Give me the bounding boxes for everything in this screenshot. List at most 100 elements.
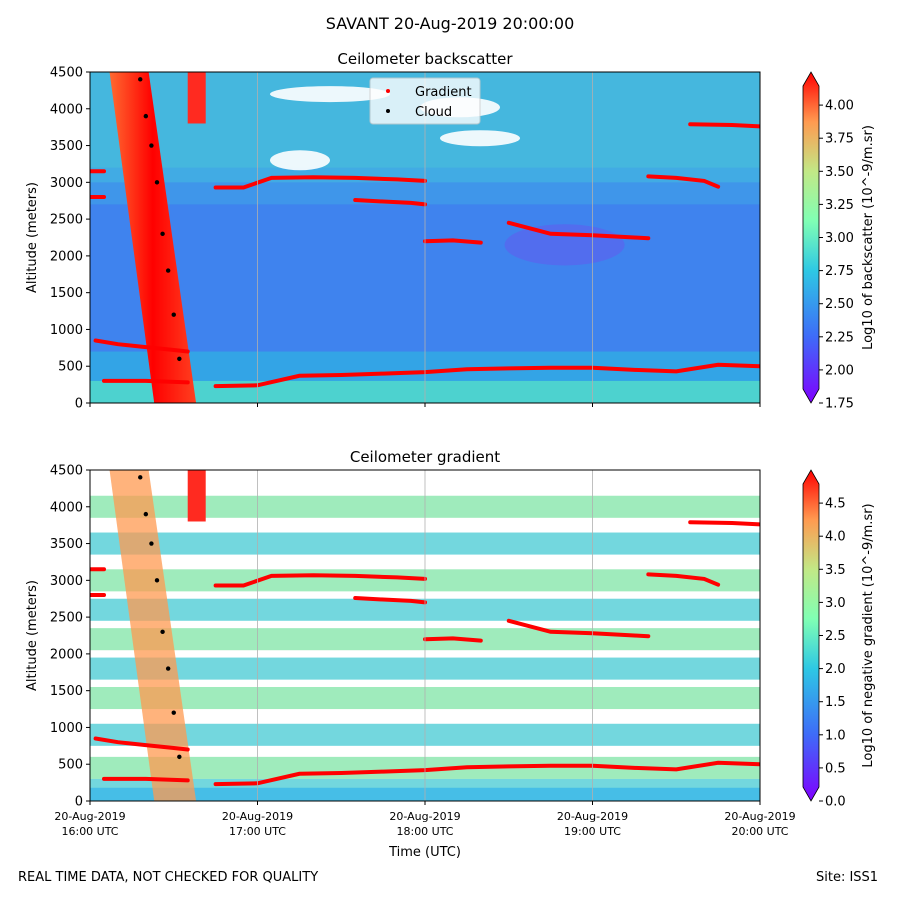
legend-label: Gradient xyxy=(415,85,472,100)
cloud-plume xyxy=(109,470,197,801)
gradient-series-10 xyxy=(688,520,760,527)
cloud-point xyxy=(171,312,176,317)
y-tick-label: 500 xyxy=(58,758,83,773)
gradient-series-7 xyxy=(423,636,483,643)
colorbar-tick-label: 3.25 xyxy=(825,198,854,213)
colorbar-tick-label: 4.0 xyxy=(825,530,846,545)
y-tick-label: 3000 xyxy=(50,574,83,589)
colorbar-tick-label: 2.25 xyxy=(825,330,854,345)
y-axis-label: Altitude (meters) xyxy=(25,182,40,293)
colorbar-tick-label: 4.00 xyxy=(825,99,854,114)
y-tick-label: 500 xyxy=(58,360,83,375)
colorbar-tick-label: 3.5 xyxy=(825,563,846,578)
x-axis-label: Time (UTC) xyxy=(388,845,461,860)
colorbar-tick-label: 3.0 xyxy=(825,596,846,611)
y-tick-label: 4500 xyxy=(50,464,83,479)
upper-plume xyxy=(187,72,206,124)
cloud-point xyxy=(149,143,154,148)
cloud-point xyxy=(165,268,171,273)
missing-data-gap xyxy=(440,130,520,147)
cloud-point xyxy=(143,113,149,119)
colorbar-tick-label: 2.75 xyxy=(825,264,854,279)
x-tick-label-date: 20-Aug-2019 xyxy=(557,810,628,823)
colorbar-tick-label: 1.5 xyxy=(825,695,846,710)
y-axis-label: Altitude (meters) xyxy=(25,580,40,691)
y-tick-label: 0 xyxy=(75,397,83,412)
colorbar xyxy=(802,71,820,404)
colorbar-tick-label: 2.50 xyxy=(825,297,854,312)
colorbar-tick-label: 3.50 xyxy=(825,165,854,180)
gradient-series-0 xyxy=(93,338,190,354)
axes-title: Ceilometer gradient xyxy=(350,448,500,466)
y-tick-label: 3000 xyxy=(50,176,83,191)
gradient-axes: Ceilometer gradient 0 500 1000 1500 2000 2500 3… xyxy=(25,448,876,860)
gradient-series-10 xyxy=(688,122,760,129)
cloud-point xyxy=(177,356,182,362)
x-tick-label-date: 20-Aug-2019 xyxy=(222,810,293,823)
x-tick-label-time: 16:00 UTC xyxy=(61,825,118,838)
gradient-series-1 xyxy=(102,776,190,783)
heatmap-field xyxy=(90,72,760,403)
colorbar-tick-label: 3.00 xyxy=(825,231,854,246)
y-tick-label: 2000 xyxy=(50,647,83,662)
legend-label: Cloud xyxy=(415,105,452,120)
colorbar xyxy=(802,469,820,802)
gradient-series-5 xyxy=(213,175,427,190)
gradient-series-6 xyxy=(353,596,427,605)
cloud-point xyxy=(160,231,165,237)
y-tick-label: 2000 xyxy=(50,249,83,264)
cloud-point xyxy=(149,541,154,546)
x-tick-label-date: 20-Aug-2019 xyxy=(54,810,125,823)
cloud-point xyxy=(160,629,165,635)
x-tick-label-time: 20:00 UTC xyxy=(731,825,788,838)
y-tick-label: 1000 xyxy=(50,721,83,736)
low-signal-patch xyxy=(504,224,625,266)
cloud-point xyxy=(165,666,171,671)
cloud-point xyxy=(143,511,149,517)
y-tick-label: 4500 xyxy=(50,66,83,81)
colorbar-tick-label: 2.00 xyxy=(825,363,854,378)
colorbar-tick-label: 0.5 xyxy=(825,761,846,776)
y-tick-label: 3500 xyxy=(50,537,83,552)
cloud-point xyxy=(154,578,160,583)
cloud-point xyxy=(138,77,143,82)
gradient-series-2 xyxy=(213,760,760,787)
y-tick-label: 2500 xyxy=(50,611,83,626)
y-tick-label: 3500 xyxy=(50,139,83,154)
colorbar-tick-label: 0.0 xyxy=(825,795,846,810)
figure-title: SAVANT 20-Aug-2019 20:00:00 xyxy=(325,14,575,33)
quality-note: REAL TIME DATA, NOT CHECKED FOR QUALITY xyxy=(18,870,319,885)
legend-marker xyxy=(386,89,390,93)
backscatter-axes: Ceilometer backscatter 0 500 1000 1500 2000 25… xyxy=(25,50,876,412)
upper-plume xyxy=(187,470,206,522)
colorbar-label: Log10 of backscatter (10^-9/m.sr) xyxy=(861,125,876,350)
colorbar-tick-label: 4.5 xyxy=(825,497,846,512)
colorbar-tick-label: 3.75 xyxy=(825,132,854,147)
y-tick-label: 1500 xyxy=(50,684,83,699)
cloud-point xyxy=(177,754,182,760)
gradient-series-1 xyxy=(102,378,190,385)
legend: Gradient Cloud xyxy=(369,77,481,125)
cloud-plume xyxy=(109,72,197,403)
y-tick-label: 2500 xyxy=(50,213,83,228)
site-label: Site: ISS1 xyxy=(816,870,879,885)
gradient-series-5 xyxy=(213,573,427,588)
x-tick-label-time: 17:00 UTC xyxy=(229,825,286,838)
x-tick-label-time: 18:00 UTC xyxy=(396,825,453,838)
gradient-series-7 xyxy=(423,238,483,245)
y-tick-label: 1000 xyxy=(50,323,83,338)
gradient-series-9 xyxy=(646,174,721,189)
gradient-series-0 xyxy=(93,736,190,752)
x-tick-label-date: 20-Aug-2019 xyxy=(389,810,460,823)
x-tick-label-date: 20-Aug-2019 xyxy=(724,810,795,823)
y-tick-label: 4000 xyxy=(50,102,83,117)
gradient-series-6 xyxy=(353,198,427,207)
missing-data-gap xyxy=(270,150,330,171)
colorbar-label: Log10 of negative gradient (10^-9/m.sr) xyxy=(861,503,876,767)
y-tick-label: 1500 xyxy=(50,286,83,301)
cloud-point xyxy=(138,475,143,480)
y-tick-label: 4000 xyxy=(50,500,83,515)
x-tick-label-time: 19:00 UTC xyxy=(564,825,621,838)
cloud-point xyxy=(171,710,176,715)
